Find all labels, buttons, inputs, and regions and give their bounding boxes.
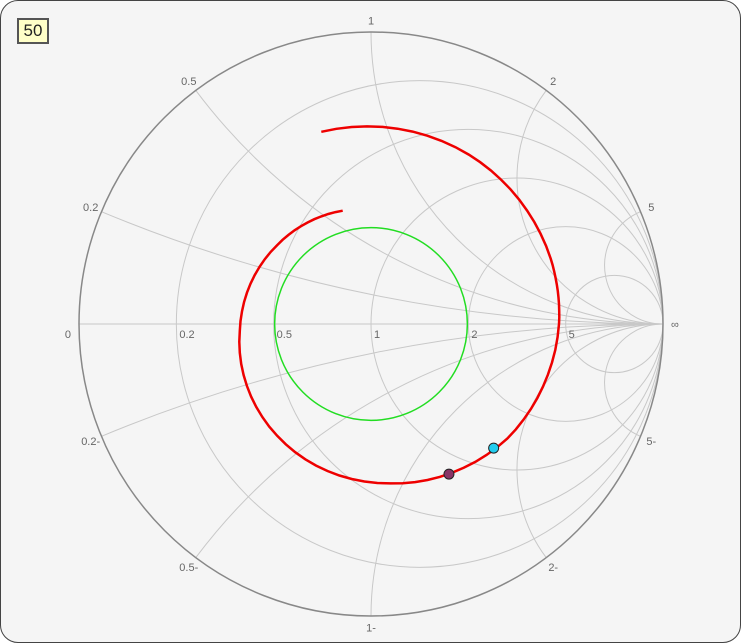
reactance-arc-2 xyxy=(516,90,664,325)
resistance-label: 0 xyxy=(65,329,71,341)
outer-circle xyxy=(78,31,664,617)
reference-impedance-box[interactable]: 50 xyxy=(17,18,49,44)
impedance-trace xyxy=(238,125,561,485)
reactance-label: 5 xyxy=(648,202,654,214)
resistance-label: 1 xyxy=(374,329,380,341)
reactance-label: 1- xyxy=(366,623,376,635)
reactance-label: 2 xyxy=(550,76,556,88)
resistance-label: 2 xyxy=(471,329,477,341)
reactance-label: 1 xyxy=(368,15,374,27)
reactance-arc--1 xyxy=(370,323,664,617)
reactance-label: 2- xyxy=(548,562,558,574)
resistance-label: 0.2 xyxy=(179,329,194,341)
reactance-label: 0.2 xyxy=(83,202,98,214)
reactance-arc--0.2 xyxy=(101,323,664,437)
vswr-circle xyxy=(273,226,469,422)
reactance-arc--2 xyxy=(516,323,664,558)
reactance-arc-0.2 xyxy=(101,211,664,325)
grid xyxy=(79,31,664,617)
reactance-arc-1 xyxy=(370,31,664,325)
reactance-label: 0.5 xyxy=(181,76,196,88)
resistance-label: ∞ xyxy=(671,319,679,331)
reactance-label: 5- xyxy=(646,436,656,448)
marker-1[interactable] xyxy=(488,442,500,454)
resistance-label: 0.5 xyxy=(277,329,292,341)
resistance-label: 5 xyxy=(569,329,575,341)
reactance-arc--5 xyxy=(604,323,664,437)
marker-2[interactable] xyxy=(443,468,455,480)
reactance-arc-5 xyxy=(604,211,664,325)
reactance-label: 0.5- xyxy=(179,562,198,574)
reactance-arc-0.5 xyxy=(195,90,664,325)
reactance-label: 0.2- xyxy=(81,436,100,448)
reactance-arc--0.5 xyxy=(195,323,664,558)
